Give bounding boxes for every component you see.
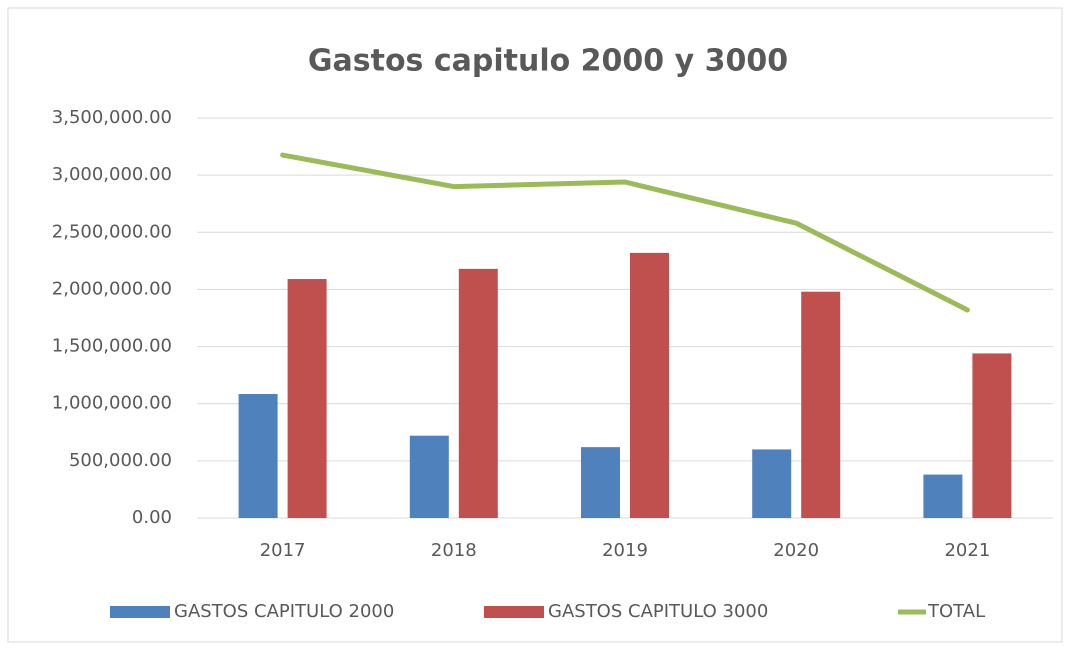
y-tick-label: 2,500,000.00 (52, 221, 172, 242)
bar (972, 353, 1012, 518)
bar (630, 252, 669, 518)
legend-swatch (110, 606, 170, 618)
bar (581, 447, 620, 518)
chart-border (7, 7, 1063, 643)
bar (458, 268, 498, 518)
legend-label: TOTAL (927, 601, 985, 622)
y-tick-label: 2,000,000.00 (52, 278, 172, 299)
line-series (280, 152, 970, 313)
bar (752, 449, 792, 518)
legend-swatch (484, 606, 544, 618)
y-tick-label: 1,000,000.00 (52, 393, 172, 414)
y-tick-label: 3,000,000.00 (52, 164, 172, 185)
y-tick-label: 0.00 (132, 507, 172, 528)
x-tick-label: 2019 (602, 540, 648, 561)
y-tick-label: 1,500,000.00 (52, 336, 172, 357)
bar (287, 279, 327, 518)
bar (409, 435, 449, 518)
chart-title: Gastos capitulo 2000 y 3000 (308, 44, 788, 79)
x-tick-label: 2020 (773, 540, 819, 561)
x-tick-label: 2018 (431, 540, 477, 561)
y-tick-label: 3,500,000.00 (52, 107, 172, 128)
bar (801, 291, 841, 518)
x-tick-label: 2021 (944, 540, 990, 561)
bar (238, 394, 278, 518)
x-tick-label: 2017 (260, 540, 306, 561)
y-tick-label: 500,000.00 (69, 450, 172, 471)
legend-label: GASTOS CAPITULO 2000 (174, 601, 394, 622)
legend-label: GASTOS CAPITULO 3000 (548, 601, 768, 622)
bar (923, 474, 963, 518)
